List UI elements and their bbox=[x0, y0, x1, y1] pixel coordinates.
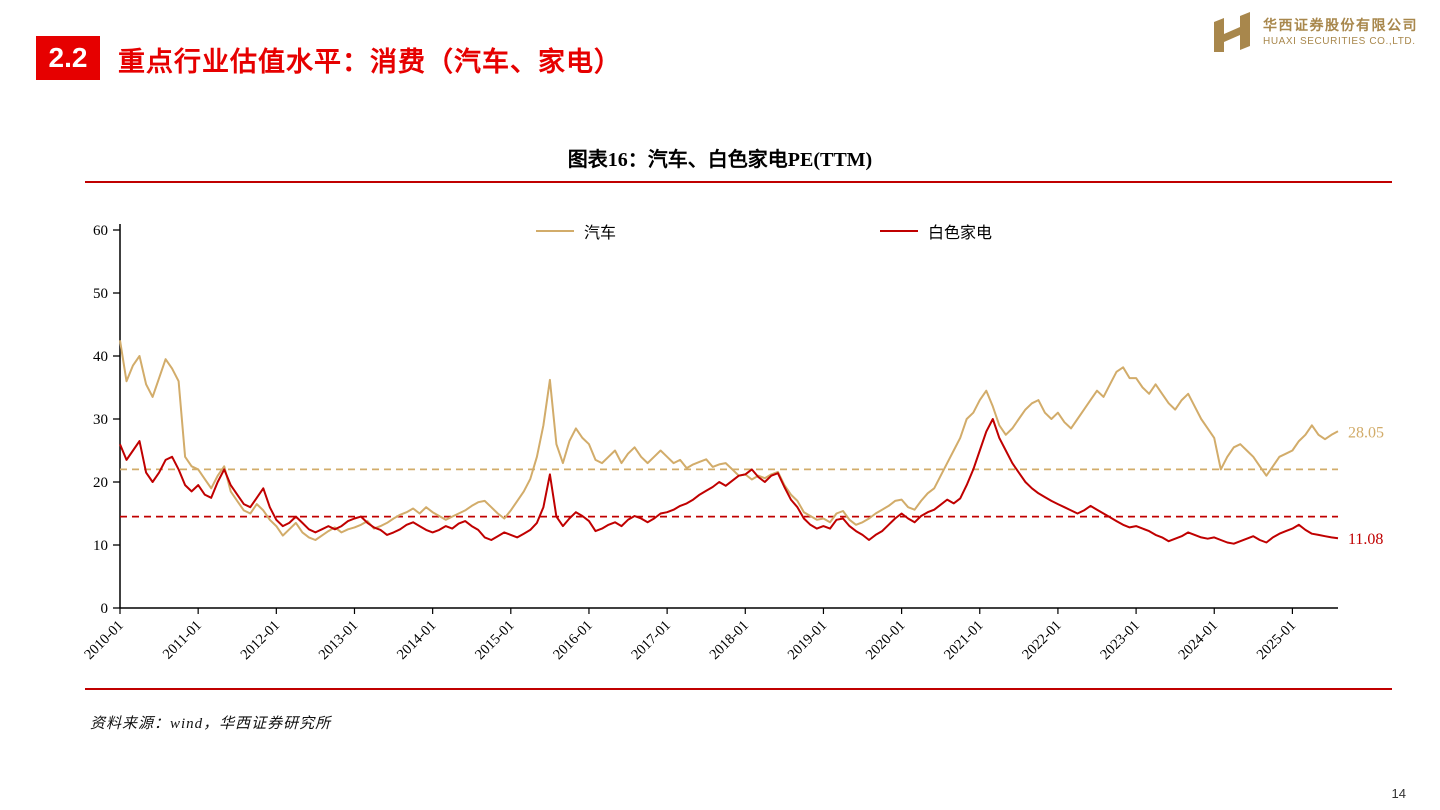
appliance-series-line-end-label: 11.08 bbox=[1348, 531, 1383, 548]
auto-series-line bbox=[119, 340, 1339, 541]
company-name-cn: 华西证券股份有限公司 bbox=[1263, 19, 1418, 34]
svg-text:2010-01: 2010-01 bbox=[81, 618, 126, 663]
svg-text:2020-01: 2020-01 bbox=[863, 618, 908, 663]
source-note: 资料来源：wind，华西证券研究所 bbox=[90, 716, 332, 732]
svg-text:2017-01: 2017-01 bbox=[628, 618, 673, 663]
huaxi-logo-text: 华西证券股份有限公司 HUAXI SECURITIES CO.,LTD. bbox=[1263, 18, 1418, 48]
svg-text:2015-01: 2015-01 bbox=[472, 618, 517, 663]
auto-legend-label: 汽车 bbox=[584, 225, 617, 242]
appliance-legend-label: 白色家电 bbox=[928, 225, 993, 242]
top-divider-rule bbox=[85, 181, 1392, 183]
svg-text:2012-01: 2012-01 bbox=[238, 618, 283, 663]
appliance-legend-swatch bbox=[880, 230, 918, 232]
svg-text:30: 30 bbox=[93, 412, 108, 428]
svg-text:2023-01: 2023-01 bbox=[1097, 618, 1142, 663]
slide-title: 重点行业估值水平：消费（汽车、家电） bbox=[118, 47, 622, 77]
svg-text:10: 10 bbox=[93, 538, 108, 554]
svg-text:2021-01: 2021-01 bbox=[941, 618, 986, 663]
page-number: 14 bbox=[1391, 786, 1406, 801]
svg-text:2018-01: 2018-01 bbox=[707, 618, 752, 663]
chart-title: 图表16：汽车、白色家电PE(TTM) bbox=[567, 149, 873, 171]
svg-text:20: 20 bbox=[93, 475, 108, 491]
svg-text:2014-01: 2014-01 bbox=[394, 618, 439, 663]
huaxi-logo: 华西证券股份有限公司 HUAXI SECURITIES CO.,LTD. bbox=[1209, 12, 1418, 54]
svg-text:2016-01: 2016-01 bbox=[550, 618, 595, 663]
auto-series-line-end-label: 28.05 bbox=[1348, 424, 1384, 441]
svg-text:2024-01: 2024-01 bbox=[1176, 618, 1221, 663]
auto-legend-swatch bbox=[536, 230, 574, 232]
legend-item-auto: 汽车 bbox=[536, 219, 616, 243]
svg-text:50: 50 bbox=[93, 286, 108, 302]
huaxi-logo-mark bbox=[1214, 12, 1250, 52]
svg-text:60: 60 bbox=[93, 223, 108, 239]
appliance-series-line bbox=[119, 418, 1339, 545]
svg-text:2019-01: 2019-01 bbox=[785, 618, 830, 663]
svg-text:0: 0 bbox=[101, 601, 109, 617]
section-number-badge: 2.2 bbox=[36, 36, 100, 80]
svg-text:2011-01: 2011-01 bbox=[160, 618, 205, 663]
svg-text:2022-01: 2022-01 bbox=[1019, 618, 1064, 663]
bottom-divider-rule bbox=[85, 688, 1392, 690]
pe-line-chart: 0 10 20 30 40 50 60 2010-01 2011-01 2012-01 2013-0… bbox=[81, 223, 1384, 663]
svg-text:2025-01: 2025-01 bbox=[1254, 618, 1299, 663]
svg-text:40: 40 bbox=[93, 349, 108, 365]
svg-text:2013-01: 2013-01 bbox=[316, 618, 361, 663]
legend-item-appliance: 白色家电 bbox=[880, 219, 992, 243]
company-name-en: HUAXI SECURITIES CO.,LTD. bbox=[1263, 35, 1416, 47]
